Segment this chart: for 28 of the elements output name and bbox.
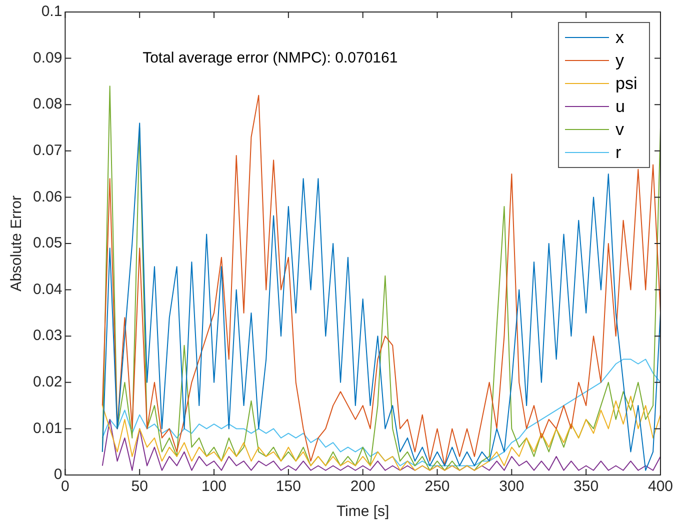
x-tick-label: 150 [276,478,301,496]
y-tick-label: 0.07 [32,142,62,160]
legend-label: x [615,28,624,48]
legend-label: r [615,142,622,162]
x-tick-label: 350 [574,478,599,496]
y-tick-label: 0.08 [32,96,62,113]
y-tick-label: 0 [54,466,62,484]
legend-label: u [615,96,625,116]
y-tick-label: 0.06 [32,188,62,206]
x-tick-label: 200 [350,478,376,496]
y-axis-title: Absolute Error [8,196,26,292]
x-tick-label: 400 [648,478,673,496]
legend-label: y [615,50,624,70]
x-tick-label: 300 [499,478,524,496]
y-tick-label: 0.05 [32,234,62,252]
y-tick-label: 0.03 [32,327,62,344]
y-tick-label: 0.04 [32,280,62,298]
y-tick-label: 0.1 [41,3,62,20]
legend-label: psi [615,74,638,94]
annotation: Total average error (NMPC): 0.070161 [142,49,398,66]
y-tick-label: 0.09 [32,49,62,66]
y-tick-label: 0.01 [32,420,62,437]
legend-label: v [615,120,624,140]
x-tick-label: 100 [202,478,227,496]
y-tick-label: 0.02 [32,374,62,391]
x-tick-label: 250 [424,478,450,496]
x-tick-label: 50 [131,478,148,496]
x-axis-title: Time [s] [336,503,390,520]
